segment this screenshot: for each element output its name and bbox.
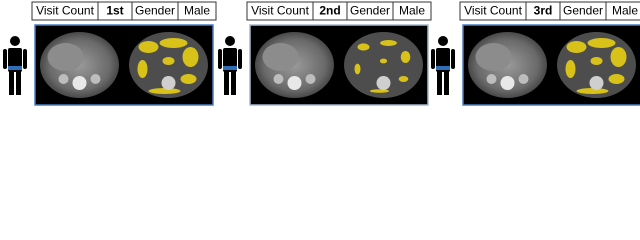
- icon-leg: [16, 71, 21, 95]
- seg-fat: [182, 47, 199, 67]
- seg-fat: [148, 88, 181, 94]
- person-icon: [3, 36, 27, 95]
- ct-liver: [47, 43, 84, 71]
- table-cell: [605, 1, 640, 21]
- ct-kidney: [305, 74, 316, 84]
- table-cell: [392, 1, 432, 21]
- table-cell: [177, 1, 217, 21]
- seg-spine: [376, 76, 391, 90]
- seg-spine: [589, 76, 604, 90]
- table-text: Visit Count: [36, 4, 94, 18]
- icon-head: [438, 36, 448, 46]
- seg-fat: [180, 74, 197, 84]
- ct-kidney: [518, 74, 529, 84]
- icon-band: [223, 66, 237, 70]
- ct-kidney: [58, 74, 69, 84]
- seg-fat: [159, 38, 188, 48]
- icon-arm: [451, 49, 455, 69]
- seg-fat: [138, 41, 159, 53]
- seg-fat: [400, 51, 411, 63]
- seg-fat: [565, 60, 576, 78]
- icon-head: [10, 36, 20, 46]
- icon-leg: [231, 71, 236, 95]
- seg-fat: [566, 41, 587, 53]
- icon-leg: [9, 71, 14, 95]
- table-text: Male: [612, 4, 638, 18]
- table-text: Visit Count: [251, 4, 309, 18]
- ct-kidney: [273, 74, 284, 84]
- seg-fat: [608, 74, 625, 84]
- table-text: Male: [399, 4, 425, 18]
- table-text: 1st: [106, 4, 123, 18]
- seg-fat: [369, 89, 390, 93]
- person-icon: [431, 36, 455, 95]
- seg-fat: [357, 43, 370, 51]
- icon-arm: [431, 49, 435, 69]
- ct-spine: [72, 76, 87, 90]
- icon-band: [8, 66, 22, 70]
- figure: Visit Count 1st Gender Male Visit Count 2nd Ge…: [3, 1, 640, 106]
- table-text: Gender: [135, 4, 175, 18]
- panel: Visit Count 1st Gender Male: [3, 1, 217, 106]
- ct-liver: [262, 43, 299, 71]
- table-text: Male: [184, 4, 210, 18]
- seg-fat: [162, 57, 175, 65]
- table-text: 2nd: [319, 4, 340, 18]
- table-text: Gender: [563, 4, 603, 18]
- seg-fat: [380, 40, 397, 46]
- icon-arm: [3, 49, 7, 69]
- ct-kidney: [90, 74, 101, 84]
- ct-spine: [287, 76, 302, 90]
- icon-arm: [238, 49, 242, 69]
- seg-fat: [610, 47, 627, 67]
- seg-spine: [161, 76, 176, 90]
- icon-arm: [218, 49, 222, 69]
- icon-leg: [444, 71, 449, 95]
- icon-leg: [437, 71, 442, 95]
- panel: Visit Count 3rd Gender Male: [431, 1, 640, 106]
- table-text: Visit Count: [464, 4, 522, 18]
- seg-fat: [398, 76, 409, 82]
- icon-leg: [224, 71, 229, 95]
- seg-fat: [576, 88, 609, 94]
- seg-fat: [137, 60, 148, 78]
- icon-arm: [23, 49, 27, 69]
- panel: Visit Count 2nd Gender Male: [218, 1, 432, 106]
- seg-fat: [354, 63, 361, 75]
- seg-fat: [379, 58, 388, 64]
- seg-fat: [590, 57, 603, 65]
- ct-liver: [475, 43, 512, 71]
- table-text: 3rd: [534, 4, 553, 18]
- seg-fat: [587, 38, 616, 48]
- person-icon: [218, 36, 242, 95]
- ct-kidney: [486, 74, 497, 84]
- icon-head: [225, 36, 235, 46]
- icon-band: [436, 66, 450, 70]
- table-text: Gender: [350, 4, 390, 18]
- ct-spine: [500, 76, 515, 90]
